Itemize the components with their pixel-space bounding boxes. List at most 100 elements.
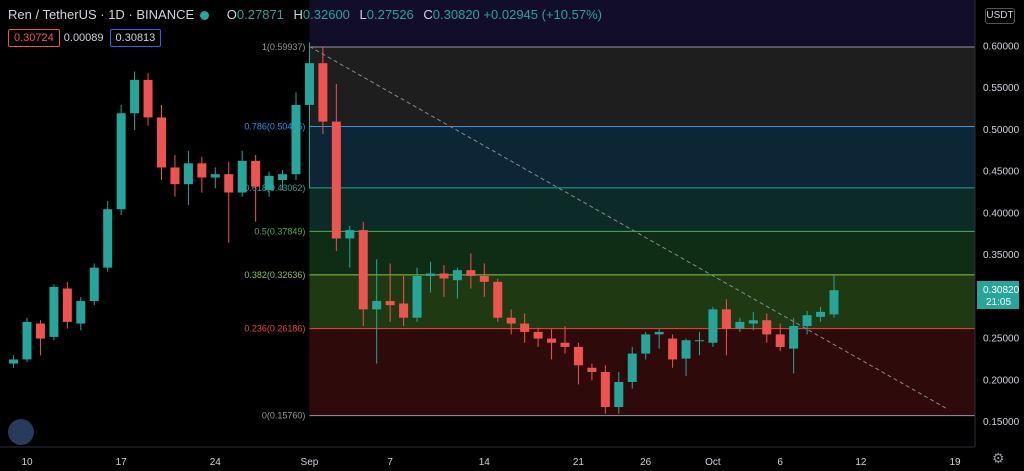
- candle: [493, 278, 503, 322]
- time-axis-tick-label: 26: [640, 457, 652, 468]
- candle-body: [345, 230, 355, 239]
- last-price-tag: [977, 281, 1019, 310]
- candle: [520, 313, 530, 343]
- fib-level-label: 0(0.15760): [262, 411, 306, 421]
- symbol-title: Ren / TetherUS · 1D · BINANCE: [8, 7, 195, 22]
- settings-gear-icon[interactable]: ⚙: [992, 450, 1005, 466]
- fib-zone: [309, 126, 975, 188]
- close-value: 0.30820: [432, 7, 480, 22]
- candle: [237, 150, 247, 197]
- time-axis-tick-label: 21: [573, 457, 585, 468]
- candle-body: [331, 121, 341, 239]
- candle: [668, 334, 678, 368]
- candle: [789, 317, 799, 374]
- candle-body: [560, 342, 570, 347]
- candle-body: [479, 275, 489, 282]
- candle: [197, 156, 207, 193]
- candle: [533, 327, 543, 347]
- candle: [641, 331, 651, 360]
- candle: [681, 338, 691, 377]
- price-axis-tick-label: 0.35000: [983, 250, 1020, 261]
- candle-body: [681, 340, 691, 359]
- countdown-label: 21:05: [986, 297, 1011, 308]
- candle: [479, 263, 489, 297]
- candle-body: [587, 367, 597, 372]
- candle: [331, 84, 341, 251]
- candle: [385, 263, 395, 322]
- candle: [183, 150, 193, 206]
- candle: [372, 259, 382, 364]
- candle: [547, 328, 557, 360]
- candle: [224, 161, 234, 243]
- market-status-icon: [200, 11, 210, 21]
- fib-level-label: 0.786(0.50416): [244, 121, 305, 131]
- candle: [170, 154, 180, 197]
- time-axis-tick-label: 6: [777, 457, 783, 468]
- candle: [35, 320, 45, 356]
- candle-body: [49, 286, 59, 337]
- candle-body: [775, 334, 785, 347]
- candle-body: [76, 301, 86, 324]
- candle-body: [89, 267, 99, 302]
- candle: [291, 92, 301, 181]
- low-value: 0.27526: [366, 7, 414, 22]
- fib-zone: [309, 274, 975, 329]
- candle: [614, 371, 624, 414]
- time-axis-tick-label: 14: [479, 457, 491, 468]
- fib-zone: [309, 47, 975, 127]
- price-axis-tick-label: 0.55000: [983, 83, 1020, 94]
- candle-body: [533, 331, 543, 339]
- candle: [318, 46, 328, 135]
- candle-body: [829, 290, 839, 315]
- currency-button[interactable]: USDT: [985, 8, 1015, 24]
- candle: [49, 284, 59, 341]
- open-label: O: [226, 7, 237, 22]
- candle-body: [130, 79, 140, 114]
- candle-body: [143, 79, 153, 118]
- fib-level-label: 0.618(0.43062): [244, 183, 305, 193]
- candle-body: [789, 326, 799, 349]
- candle: [143, 73, 153, 126]
- price-axis-tick-label: 0.50000: [983, 125, 1020, 136]
- time-axis-tick-label: 12: [855, 457, 867, 468]
- candle: [439, 265, 449, 297]
- candle-body: [654, 331, 664, 335]
- candle-body: [668, 338, 678, 360]
- candle: [735, 317, 745, 332]
- candle-body: [291, 104, 301, 175]
- candle: [426, 261, 435, 293]
- buy-price-button[interactable]: 0.30813: [109, 29, 162, 47]
- chart-legend-header: Ren / TetherUS · 1D · BINANCE O0.27871 H…: [8, 7, 602, 22]
- candle: [358, 221, 368, 327]
- price-axis-tick-label: 0.60000: [983, 42, 1020, 53]
- candle: [157, 104, 166, 181]
- candle-body: [264, 175, 274, 191]
- candle: [116, 104, 126, 216]
- candle-body: [224, 174, 234, 193]
- candle-body: [520, 323, 530, 332]
- candle-body: [35, 323, 45, 339]
- candle-body: [183, 163, 193, 185]
- open-value: 0.27871: [236, 7, 284, 22]
- spread-value: 0.00089: [63, 32, 104, 44]
- candle-body: [748, 320, 758, 324]
- candle-body: [237, 160, 247, 193]
- candle: [22, 317, 32, 362]
- change-value: +0.02945 (+10.57%): [483, 7, 602, 22]
- candle: [506, 309, 516, 335]
- candle-body: [9, 359, 19, 364]
- sell-price-button[interactable]: 0.30724: [8, 29, 60, 47]
- fib-level-label: 0.382(0.32636): [244, 270, 305, 280]
- candle: [345, 225, 355, 268]
- candle-body: [399, 303, 409, 318]
- candle: [762, 313, 772, 343]
- candle: [560, 326, 570, 354]
- candle: [130, 71, 140, 130]
- candle: [587, 363, 597, 381]
- tradingview-logo-icon[interactable]: [8, 419, 34, 445]
- fib-zone-top: [309, 0, 975, 48]
- price-axis-tick-label: 0.25000: [983, 334, 1020, 345]
- candle-body: [802, 315, 812, 327]
- fib-zone: [309, 187, 975, 232]
